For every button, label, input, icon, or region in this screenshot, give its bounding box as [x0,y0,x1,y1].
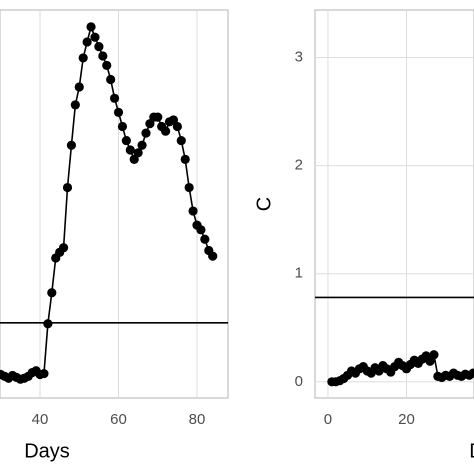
data-point [70,100,80,110]
y-tick-label: 3 [295,49,303,66]
data-point [188,206,198,216]
data-point [468,368,474,378]
plot-panel [0,9,229,399]
x-tick-label: 20 [398,411,415,428]
data-point [153,112,163,122]
data-point [78,53,88,63]
data-point [196,225,206,235]
data-point [102,60,112,71]
data-point [121,135,131,146]
data-point [109,93,120,103]
data-point [66,140,77,150]
data-point [113,107,124,118]
plot-panel [314,9,474,399]
data-point [39,368,49,379]
y-tick-label: 0 [295,373,303,390]
data-point [429,350,439,360]
data-point [62,182,73,193]
data-point [172,121,182,132]
data-point [141,128,151,138]
x-axis-title: Days [24,440,70,462]
x-tick-label: 0 [324,411,332,428]
data-point [161,126,171,136]
x-tick-label: 60 [110,411,127,428]
data-point [98,51,108,61]
data-point [58,243,69,253]
data-point [94,42,104,52]
y-tick-label: 1 [295,265,303,282]
x-axis-title: Days [469,440,474,462]
data-point [86,22,96,32]
data-point [200,234,210,244]
x-tick-label: 40 [32,411,49,428]
data-point [117,121,128,132]
x-tick-label: 80 [189,411,206,428]
data-point [82,37,92,47]
data-point [133,148,143,158]
data-point [90,32,100,42]
data-point [184,182,194,193]
data-point [137,140,147,150]
data-point [74,82,84,92]
y-axis-title: C [253,197,275,211]
data-point [176,135,186,146]
data-point [180,154,190,164]
data-point [125,145,135,155]
data-point [106,74,116,85]
data-point [47,288,57,298]
y-tick-label: 2 [295,157,303,174]
data-point [208,251,218,261]
data-point [43,319,53,329]
